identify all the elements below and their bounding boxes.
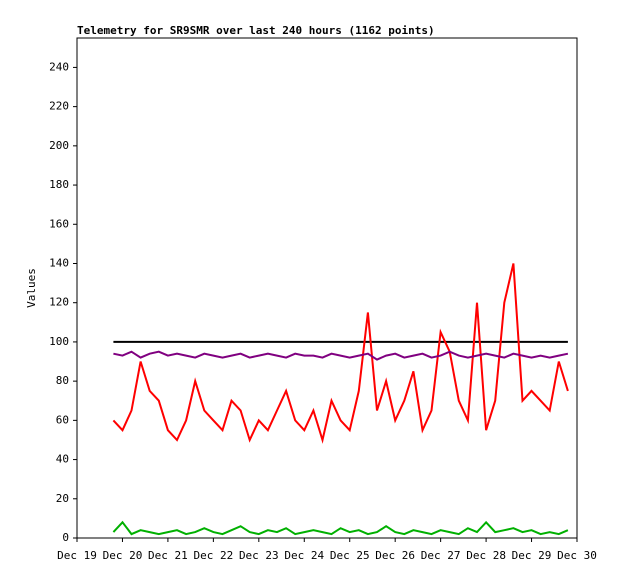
- x-tick-label: Dec 19: [57, 549, 97, 562]
- y-tick-label: 100: [49, 335, 69, 348]
- y-tick-label: 220: [49, 100, 69, 113]
- y-tick-label: 120: [49, 296, 69, 309]
- y-axis-label: Values: [25, 268, 38, 308]
- series-line: [112, 520, 569, 536]
- y-tick-label: 240: [49, 60, 69, 73]
- y-tick-label: 160: [49, 217, 69, 230]
- x-tick-label: Dec 25: [330, 549, 370, 562]
- plot-frame: [76, 37, 578, 539]
- x-tick-label: Dec 27: [421, 549, 461, 562]
- y-tick-label: 40: [56, 453, 69, 466]
- y-tick-label: 140: [49, 256, 69, 269]
- x-tick-label: Dec 26: [375, 549, 415, 562]
- x-tick-label: Dec 21: [148, 549, 188, 562]
- y-tick-label: 180: [49, 178, 69, 191]
- series-line: [113, 350, 569, 361]
- x-tick-label: Dec 28: [466, 549, 506, 562]
- x-tick-label: Dec 22: [193, 549, 233, 562]
- chart-title: Telemetry for SR9SMR over last 240 hours…: [77, 24, 435, 37]
- y-tick-label: 20: [56, 492, 69, 505]
- y-tick-label: 60: [56, 413, 69, 426]
- y-tick-label: 200: [49, 139, 69, 152]
- y-tick-label: 0: [62, 531, 69, 544]
- x-tick-label: Dec 29: [512, 549, 552, 562]
- x-tick-label: Dec 24: [284, 549, 324, 562]
- series-line: [112, 263, 569, 444]
- x-tick-label: Dec 20: [103, 549, 143, 562]
- x-tick-label: Dec 30: [557, 549, 597, 562]
- y-tick-label: 80: [56, 374, 69, 387]
- x-tick-label: Dec 23: [239, 549, 279, 562]
